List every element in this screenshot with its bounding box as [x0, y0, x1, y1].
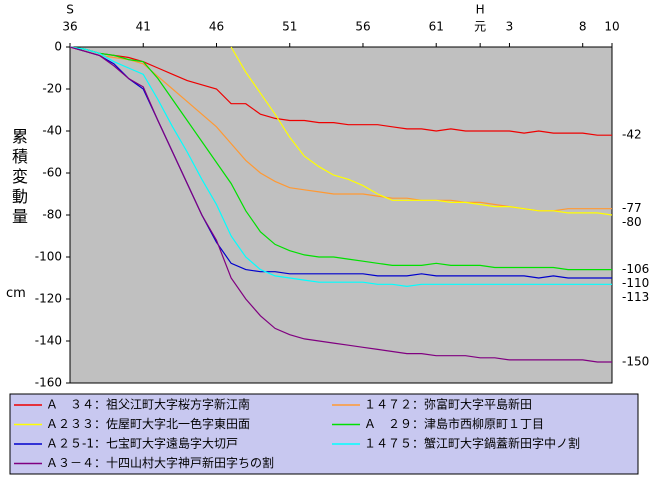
y-tick-label: -140	[35, 334, 62, 348]
plot-area	[69, 46, 613, 384]
y-tick-label: 0	[54, 40, 62, 54]
y-tick-label: -80	[42, 208, 62, 222]
legend	[9, 393, 639, 475]
series-line	[70, 46, 612, 363]
x-tick-label: 56	[355, 20, 370, 34]
series-line	[70, 46, 612, 136]
x-tick-label: 51	[282, 20, 297, 34]
legend-label: Ａ２５-1：七宝町大字遠島字大切戸	[46, 436, 238, 451]
end-label: -150	[622, 355, 649, 369]
end-label: -113	[622, 290, 649, 304]
y-label: 累積変動量	[9, 128, 28, 228]
legend-label: Ａ ３４：祖父江町大字桜方字新江南	[46, 397, 250, 412]
x-tick-label: 8	[579, 20, 587, 34]
series-line	[70, 46, 612, 271]
x-tick-label: 36	[62, 20, 77, 34]
y-tick-label: -120	[35, 292, 62, 306]
era-label: H	[476, 3, 485, 17]
x-tick-label: 10	[604, 20, 619, 34]
x-tick-label: 61	[429, 20, 444, 34]
legend-label: Ａ ２９：津島市西柳原町１丁目	[364, 416, 544, 431]
end-label: -80	[622, 215, 642, 229]
y-tick-label: -40	[42, 124, 62, 138]
y-tick-label: -60	[42, 166, 62, 180]
end-label: -110	[622, 276, 649, 290]
legend-label: Ａ２３３：佐屋町大字北一色字東田面	[46, 416, 250, 431]
x-tick-label: 46	[209, 20, 224, 34]
x-tick-label: 元	[474, 20, 486, 34]
end-label: -106	[622, 262, 649, 276]
end-label: -42	[622, 128, 642, 142]
y-unit: cm	[6, 286, 26, 301]
y-tick-label: -20	[42, 82, 62, 96]
era-label: S	[66, 3, 74, 17]
legend-label: Ａ３－４：十四山村大字神戸新田字ちの割	[46, 455, 274, 470]
series-line	[70, 46, 612, 288]
series-line	[230, 46, 612, 216]
x-tick-label: 3	[506, 20, 514, 34]
y-tick-label: -100	[35, 250, 62, 264]
legend-label: １４７２：弥富町大字平島新田	[364, 397, 532, 412]
end-label: -77	[622, 201, 642, 215]
x-tick-label: 41	[136, 20, 151, 34]
legend-label: １４７５：蟹江町大字鍋蓋新田字中ノ割	[364, 436, 580, 451]
y-tick-label: -160	[35, 376, 62, 390]
